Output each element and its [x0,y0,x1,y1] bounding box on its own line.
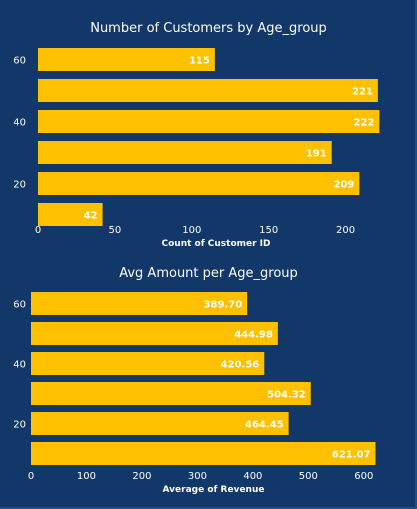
y-tick-label: 20 [13,180,26,191]
x-tick-label: 600 [354,471,373,482]
data-label: 504.32 [267,390,306,401]
x-tick-label: 200 [336,225,355,236]
bar [31,442,376,465]
x-tick-label: 500 [299,471,318,482]
bar [38,79,378,102]
bar [31,382,311,405]
x-tick-label: 150 [259,225,278,236]
x-tick-label: 200 [132,471,151,482]
bar [38,172,360,195]
y-tick-label: 60 [13,300,26,311]
x-axis-label: Average of Revenue [163,485,265,495]
x-tick-label: 100 [182,225,201,236]
bar [31,352,265,375]
data-label: 115 [189,56,210,67]
x-axis-label: Count of Customer ID [162,239,271,249]
x-tick-label: 300 [188,471,207,482]
data-label: 221 [352,87,373,98]
bar [31,412,289,435]
y-tick-label: 20 [13,420,26,431]
data-label: 420.56 [221,360,260,371]
y-tick-label: 40 [13,118,26,129]
bar [38,48,215,71]
data-label: 389.70 [204,300,243,311]
chart-title-customers: Number of Customers by Age_group [90,21,327,36]
bar [38,110,380,133]
data-label: 209 [334,180,355,191]
data-label: 444.98 [234,330,273,341]
data-label: 621.07 [332,450,371,461]
data-label: 464.45 [245,420,284,431]
x-tick-label: 50 [109,225,122,236]
data-label: 191 [306,149,327,160]
bar [31,292,248,315]
bar [38,141,332,164]
x-tick-label: 100 [77,471,96,482]
y-tick-label: 60 [13,56,26,67]
x-tick-label: 0 [28,471,34,482]
y-tick-label: 40 [13,360,26,371]
bar [38,203,103,226]
x-tick-label: 0 [35,225,41,236]
data-label: 222 [354,118,375,129]
bar [31,322,278,345]
data-label: 42 [84,211,98,222]
x-tick-label: 400 [243,471,262,482]
chart-title-avg-amount: Avg Amount per Age_group [119,266,298,281]
